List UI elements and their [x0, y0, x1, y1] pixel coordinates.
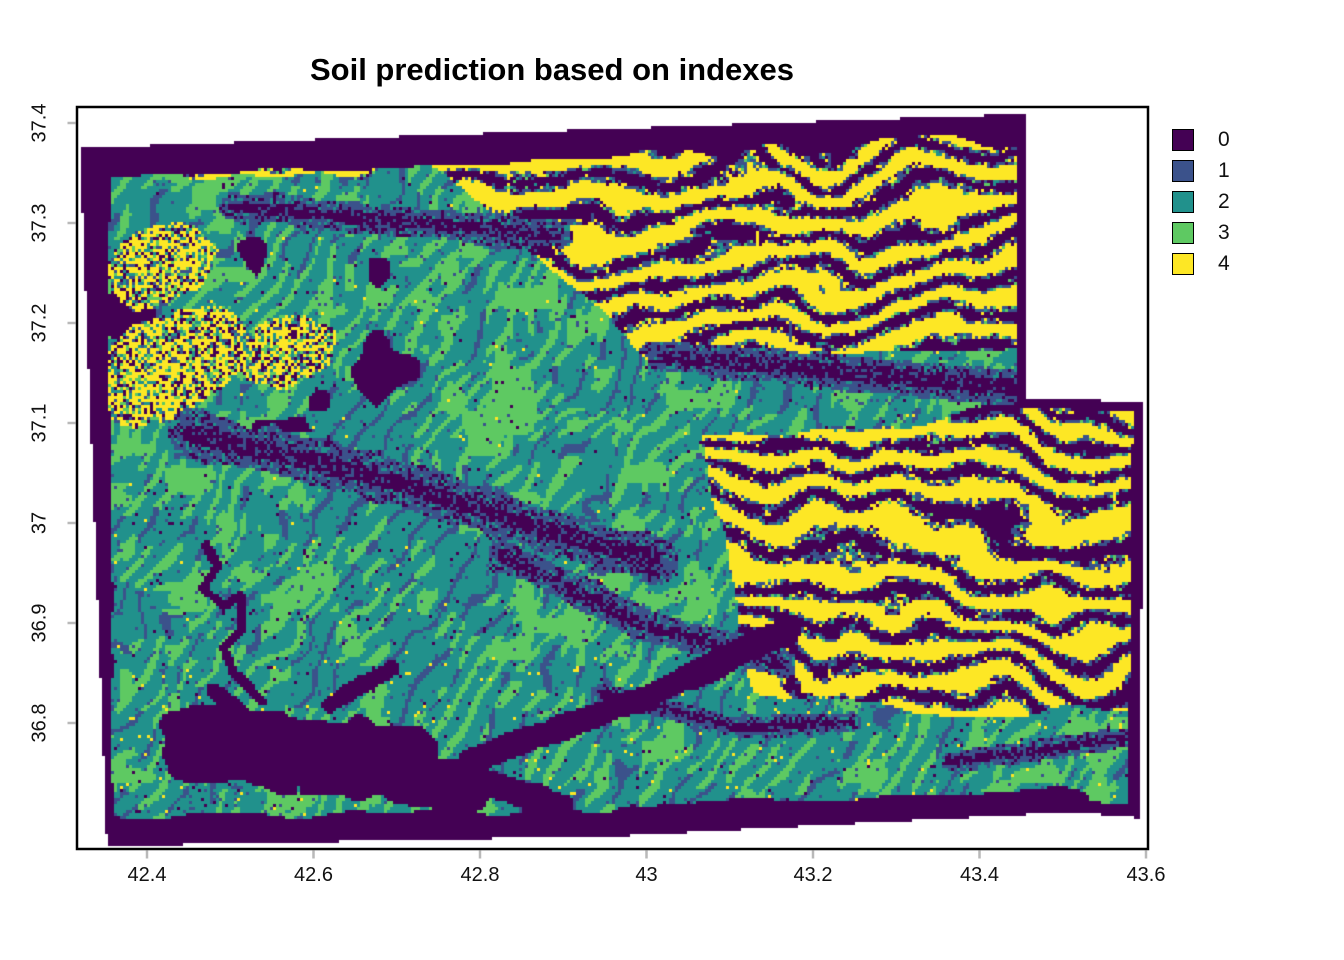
x-tick-label: 43.2: [793, 864, 833, 886]
y-tick-label: 37.2: [28, 303, 51, 343]
x-tick-label: 43: [635, 864, 658, 886]
x-tick-label: 42.8: [460, 864, 500, 886]
legend-swatch: [1172, 160, 1194, 182]
y-tick-label: 37.4: [28, 103, 51, 143]
legend-label: 4: [1218, 252, 1230, 275]
y-tick-label: 37.1: [28, 403, 51, 443]
y-tick-label: 37: [28, 511, 51, 535]
legend-entry: 4: [1172, 253, 1230, 275]
plot-box: [75, 105, 1150, 851]
raster-map-canvas: [78, 108, 1147, 848]
legend-label: 2: [1218, 190, 1230, 213]
legend-entry: 0: [1172, 129, 1230, 151]
y-tick-label: 36.9: [28, 603, 51, 643]
x-tick-label: 43.6: [1126, 864, 1166, 886]
y-tick-label: 37.3: [28, 203, 51, 243]
legend-swatch: [1172, 191, 1194, 213]
chart-title: Soil prediction based on indexes: [309, 52, 795, 87]
legend-label: 1: [1218, 159, 1230, 182]
legend-label: 3: [1218, 221, 1230, 244]
legend-swatch: [1172, 129, 1194, 151]
legend-entry: 1: [1172, 160, 1230, 182]
x-tick-label: 43.4: [960, 864, 999, 886]
legend: 0 1 2 3 4: [1172, 129, 1230, 284]
legend-entry: 3: [1172, 222, 1230, 244]
x-tick-label: 42.6: [294, 864, 333, 886]
legend-entry: 2: [1172, 191, 1230, 213]
y-tick-label: 36.8: [28, 703, 51, 743]
legend-swatch: [1172, 222, 1194, 244]
legend-swatch: [1172, 253, 1194, 275]
x-tick-label: 42.4: [127, 864, 167, 886]
legend-label: 0: [1218, 128, 1230, 151]
